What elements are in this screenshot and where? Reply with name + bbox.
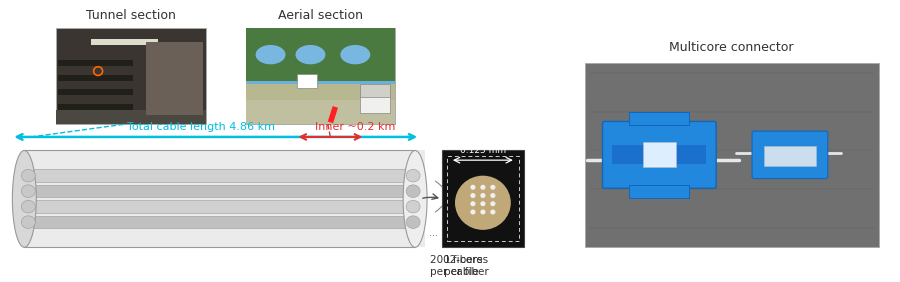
Circle shape	[491, 193, 496, 198]
Circle shape	[491, 201, 496, 206]
Circle shape	[481, 193, 485, 198]
Bar	[442, 151, 524, 247]
Ellipse shape	[22, 216, 35, 228]
Ellipse shape	[295, 45, 326, 64]
Bar	[629, 112, 689, 125]
Ellipse shape	[340, 45, 370, 64]
Circle shape	[481, 210, 485, 215]
Circle shape	[481, 185, 485, 190]
Bar	[28, 200, 413, 213]
Bar	[360, 84, 391, 97]
Bar	[360, 86, 391, 113]
Circle shape	[491, 210, 496, 215]
Bar	[643, 142, 676, 168]
Bar	[246, 28, 395, 124]
Circle shape	[471, 193, 475, 198]
Bar	[24, 151, 425, 247]
Circle shape	[481, 201, 485, 206]
Text: 200 fibers
per cable: 200 fibers per cable	[430, 255, 482, 277]
Bar	[56, 28, 206, 124]
Ellipse shape	[13, 151, 36, 247]
Bar	[56, 110, 206, 124]
Bar	[629, 185, 689, 198]
Bar	[146, 42, 202, 115]
Ellipse shape	[22, 185, 35, 197]
Bar	[91, 39, 158, 45]
Bar	[28, 216, 413, 228]
Ellipse shape	[403, 151, 427, 247]
Circle shape	[471, 201, 475, 206]
Text: Aerial section: Aerial section	[278, 9, 363, 22]
Circle shape	[455, 176, 511, 230]
Ellipse shape	[406, 200, 420, 213]
Bar	[585, 63, 878, 247]
Text: Total cable length 4.86 km: Total cable length 4.86 km	[127, 122, 274, 132]
Bar	[58, 60, 133, 66]
Circle shape	[491, 185, 496, 190]
Bar	[58, 104, 133, 110]
FancyBboxPatch shape	[602, 122, 716, 188]
Bar	[28, 169, 413, 182]
FancyBboxPatch shape	[752, 131, 828, 179]
Bar	[298, 74, 318, 87]
Text: Multicore connector: Multicore connector	[670, 41, 794, 54]
Bar	[58, 75, 133, 81]
Ellipse shape	[22, 200, 35, 213]
Ellipse shape	[406, 169, 420, 182]
Ellipse shape	[22, 169, 35, 182]
Text: Inner ~0.2 km: Inner ~0.2 km	[315, 122, 395, 132]
Ellipse shape	[406, 185, 420, 197]
Circle shape	[471, 185, 475, 190]
Text: Tunnel section: Tunnel section	[86, 9, 176, 22]
Bar	[58, 89, 133, 95]
Bar	[246, 100, 395, 124]
Text: 0.125 mm: 0.125 mm	[460, 146, 506, 155]
Bar	[246, 28, 395, 81]
Text: 12-cores
per fiber: 12-cores per fiber	[444, 255, 489, 277]
Text: ...: ...	[429, 228, 438, 238]
Bar	[246, 84, 395, 124]
Bar	[613, 146, 707, 164]
Bar	[447, 156, 518, 241]
Bar	[764, 146, 816, 166]
Bar	[28, 185, 413, 197]
Ellipse shape	[256, 45, 285, 64]
Ellipse shape	[406, 216, 420, 228]
Circle shape	[471, 210, 475, 215]
